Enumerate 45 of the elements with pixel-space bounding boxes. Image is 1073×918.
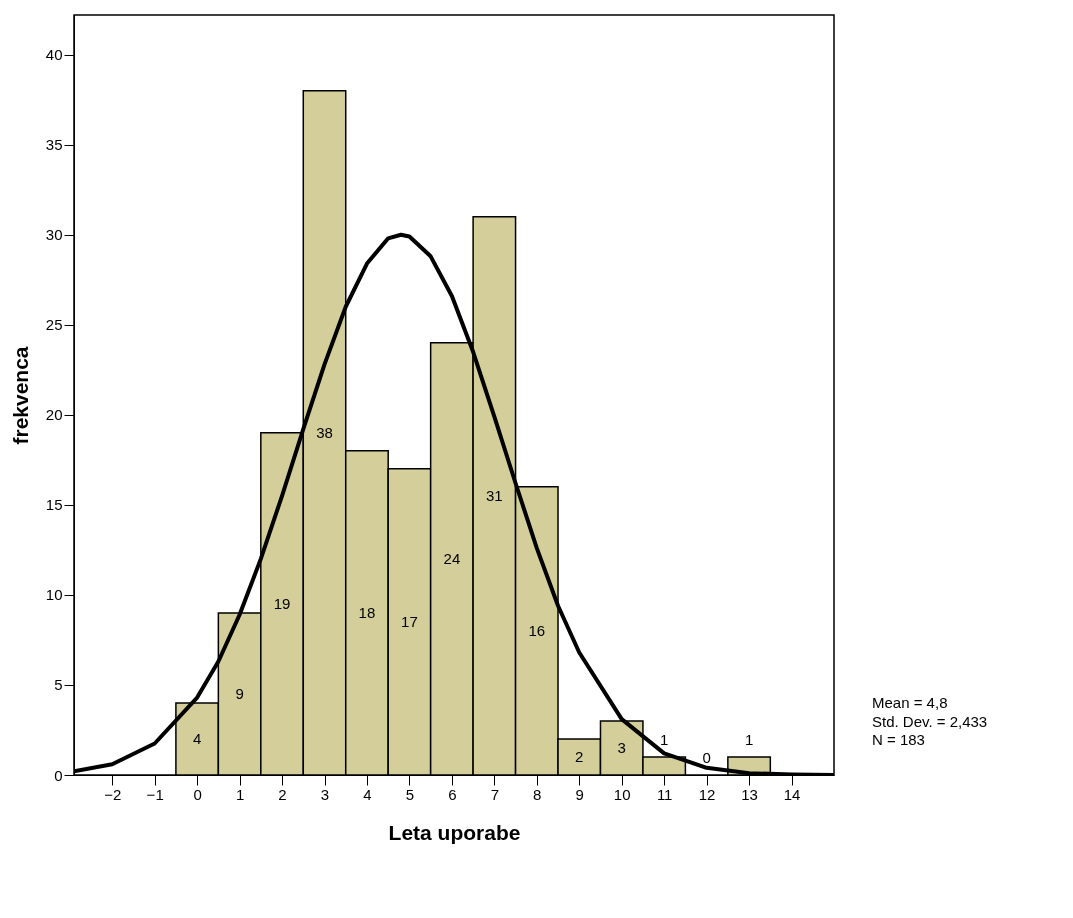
y-tick-label: 15 <box>45 496 63 514</box>
y-tick-label: 30 <box>45 226 63 244</box>
x-tick-label: 0 <box>193 785 202 803</box>
y-tick-label: 10 <box>45 586 63 604</box>
x-tick-label: 13 <box>741 785 758 803</box>
data-label: 18 <box>358 603 376 621</box>
y-tick-label: 35 <box>45 136 63 154</box>
x-tick-label: 14 <box>783 785 801 803</box>
text: Std. Dev. = 2,433 <box>872 712 988 730</box>
y-tick-label: 25 <box>45 316 63 334</box>
data-label: 31 <box>485 486 503 504</box>
y-axis-title: frekvenca <box>8 346 32 445</box>
x-tick-label: 10 <box>613 785 631 803</box>
x-tick-label: 1 <box>235 785 245 803</box>
x-axis-title: Leta uporabe <box>388 820 521 844</box>
data-label: 1 <box>744 730 754 748</box>
x-tick-label: 9 <box>575 785 584 803</box>
x-tick-label: 6 <box>448 785 457 803</box>
x-tick-label: −1 <box>146 785 164 803</box>
data-label: 9 <box>235 684 244 702</box>
data-label: 16 <box>528 621 546 639</box>
x-tick-label: 8 <box>533 785 542 803</box>
data-label: 1 <box>660 730 669 748</box>
y-tick-label: 5 <box>54 676 63 694</box>
x-tick-label: 12 <box>698 785 716 803</box>
x-tick-label: 5 <box>405 785 415 803</box>
y-tick-label: 0 <box>54 766 63 784</box>
x-tick-label: −2 <box>104 785 122 803</box>
data-label: 4 <box>192 729 202 747</box>
data-label: 17 <box>401 612 418 630</box>
text: Mean = 4,8 <box>872 694 948 711</box>
x-tick-label: 11 <box>656 785 673 803</box>
x-tick-label: 2 <box>278 785 287 803</box>
data-label: 19 <box>273 594 291 612</box>
text: N = 183 <box>872 731 925 748</box>
y-tick-label: 40 <box>45 46 63 64</box>
x-tick-label: 3 <box>320 785 330 803</box>
x-tick-label: 4 <box>363 785 372 803</box>
data-label: 38 <box>316 423 333 441</box>
data-label: 24 <box>443 549 461 567</box>
y-tick-label: 20 <box>45 406 63 424</box>
data-label: 2 <box>575 747 584 765</box>
data-label: 3 <box>617 738 626 756</box>
x-tick-label: 7 <box>490 785 500 803</box>
data-label: 0 <box>702 748 711 766</box>
